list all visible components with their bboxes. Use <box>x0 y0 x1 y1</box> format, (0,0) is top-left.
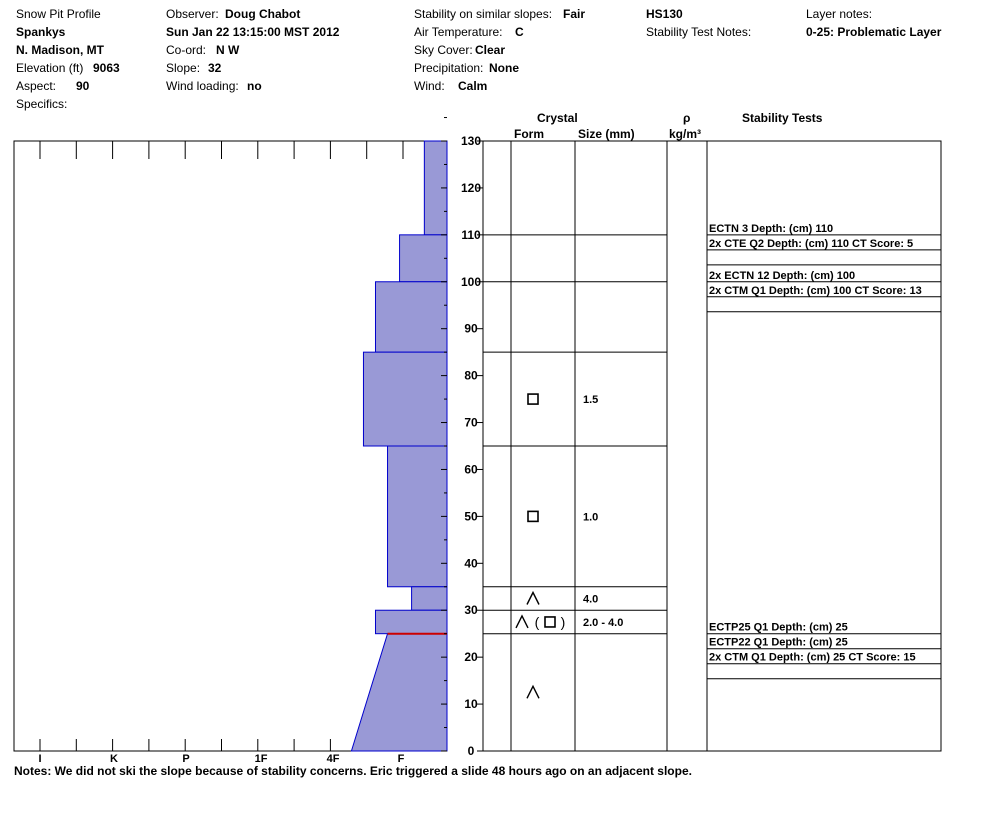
sky-cover-value: Clear <box>475 43 506 57</box>
hardness-scale-label: P <box>182 753 189 765</box>
hardness-layer <box>374 281 448 353</box>
stability-value: Fair <box>563 7 586 21</box>
y-tick-label: 80 <box>464 369 478 383</box>
pit-location: N. Madison, MT <box>16 43 104 57</box>
y-tick-label: 20 <box>464 650 478 664</box>
hardness-scale-label: F <box>398 753 405 765</box>
crystal-form-bracket: ) <box>561 614 566 630</box>
stability-label: Stability on similar slopes: <box>414 7 553 21</box>
stability-test-text: 2x ECTN 12 Depth: (cm) 100 <box>709 270 855 282</box>
crystal-size: 1.0 <box>583 511 598 523</box>
crystal-size: 2.0 - 4.0 <box>583 617 623 629</box>
slope-value: 32 <box>208 61 222 75</box>
wind-value: Calm <box>458 79 488 93</box>
crystal-header: Crystal <box>537 111 578 125</box>
crystal-form-bracket: ( <box>535 614 540 630</box>
sky-cover-label: Sky Cover: <box>414 43 473 57</box>
stability-test-text: ECTN 3 Depth: (cm) 110 <box>709 223 833 235</box>
crystal-form-depth-hoar-icon <box>526 684 540 699</box>
pit-name: Spankys <box>16 25 66 39</box>
air-temp-value: C <box>515 25 524 39</box>
observation-date: Sun Jan 22 13:15:00 MST 2012 <box>166 25 340 39</box>
elevation-value: 9063 <box>93 61 120 75</box>
elevation-label: Elevation (ft) <box>16 61 84 75</box>
stability-test-text: 2x CTM Q1 Depth: (cm) 25 CT Score: 15 <box>709 652 916 664</box>
form-header: Form <box>514 127 544 141</box>
hardness-scale-label: I <box>38 753 41 765</box>
y-tick-label: 60 <box>464 462 478 476</box>
stability-test-text: 2x CTM Q1 Depth: (cm) 100 CT Score: 13 <box>709 285 922 297</box>
hardness-scale-label: 1F <box>255 753 268 765</box>
coord-value: N W <box>216 43 240 57</box>
hardness-scale-label: K <box>110 753 118 765</box>
air-temp-label: Air Temperature: <box>414 25 503 39</box>
crystal-form-depth-hoar-icon <box>526 590 540 605</box>
coord-label: Co-ord: <box>166 43 207 57</box>
precipitation-value: None <box>489 61 519 75</box>
wind-label: Wind: <box>414 79 445 93</box>
y-tick-label: 50 <box>464 509 478 523</box>
wind-loading-label: Wind loading: <box>166 79 239 93</box>
stability-test-text: ECTP25 Q1 Depth: (cm) 25 <box>709 622 848 634</box>
hardness-layer <box>411 586 448 611</box>
stability-test-text: 2x CTE Q2 Depth: (cm) 110 CT Score: 5 <box>709 238 913 250</box>
crystal-form-square-icon <box>527 510 539 523</box>
y-tick-label: 70 <box>464 416 478 430</box>
y-tick-label: 10 <box>464 697 478 711</box>
crystal-form-square-icon <box>527 393 539 405</box>
hardness-layer <box>374 609 448 635</box>
pit-profile-title: Snow Pit Profile <box>16 7 101 21</box>
hs-value: HS130 <box>646 7 683 21</box>
y-tick-label: 120 <box>461 181 481 195</box>
y-tick-label: 100 <box>461 275 481 289</box>
stability-tests-header: Stability Tests <box>742 111 823 125</box>
slope-label: Slope: <box>166 61 201 75</box>
rho-header: ρ <box>683 111 691 125</box>
y-tick-label: 30 <box>464 603 478 617</box>
density-column-frame <box>666 140 708 752</box>
size-header: Size (mm) <box>578 127 635 141</box>
crystal-form-depth-hoar-icon <box>515 614 529 629</box>
layer-note: 0-25: Problematic Layer <box>806 25 942 39</box>
hardness-layer <box>387 445 448 588</box>
y-tick-label: 90 <box>464 322 478 336</box>
y-tick-label: 40 <box>464 556 478 570</box>
hardness-layer <box>350 633 448 752</box>
aspect-value: 90 <box>76 79 90 93</box>
stability-test-text: ECTP22 Q1 Depth: (cm) 25 <box>709 637 848 649</box>
notes: Notes: We did not ski the slope because … <box>14 764 692 778</box>
precipitation-label: Precipitation: <box>414 61 484 75</box>
y-tick-label: 110 <box>461 228 481 242</box>
y-tick-label: 0 <box>468 744 475 758</box>
crystal-size: 1.5 <box>583 394 598 406</box>
layer-notes-label: Layer notes: <box>806 7 873 21</box>
specifics-label: Specifics: <box>16 97 68 111</box>
crystal-form-square-icon <box>544 616 556 628</box>
wind-loading-value: no <box>247 79 262 93</box>
observer-value: Doug Chabot <box>225 7 301 21</box>
density-unit-header: kg/m³ <box>669 127 702 141</box>
stability-test-notes-label: Stability Test Notes: <box>646 25 752 39</box>
hardness-layer <box>399 234 448 283</box>
hardness-scale-label: 4F <box>327 753 340 765</box>
observer-label: Observer: <box>166 7 219 21</box>
crystal-size: 4.0 <box>583 594 598 606</box>
aspect-label: Aspect: <box>16 79 57 93</box>
hardness-layer <box>362 351 448 447</box>
stability-column-frame <box>706 140 942 752</box>
y-tick-label: 130 <box>461 134 481 148</box>
